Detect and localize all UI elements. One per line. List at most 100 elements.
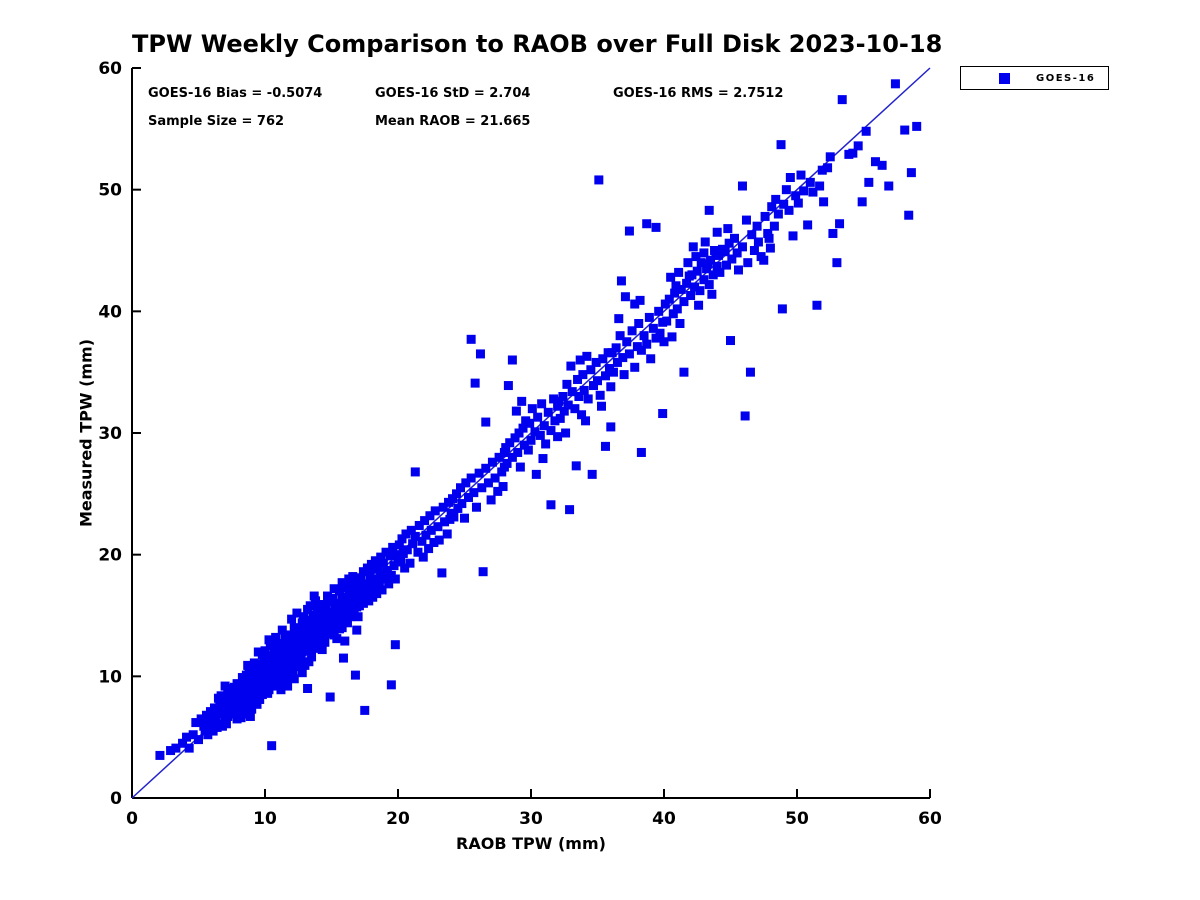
- data-point-marker: [478, 567, 488, 577]
- data-point-marker: [648, 323, 658, 333]
- data-point-marker: [696, 258, 706, 268]
- data-point-marker: [686, 291, 696, 301]
- data-point-marker: [803, 220, 813, 230]
- data-point-marker: [155, 750, 165, 760]
- data-point-marker: [530, 427, 540, 437]
- data-point-marker: [425, 511, 435, 521]
- data-point-marker: [690, 282, 700, 292]
- data-point-marker: [281, 668, 291, 678]
- data-point-marker: [620, 292, 630, 302]
- data-point-marker: [722, 260, 732, 270]
- stat-std: GOES-16 StD = 2.704: [375, 86, 531, 101]
- data-point-marker: [553, 401, 563, 411]
- data-point-marker: [400, 563, 410, 573]
- data-point-marker: [220, 681, 230, 691]
- data-point-marker: [624, 349, 634, 359]
- data-point-marker: [726, 336, 735, 346]
- data-point-marker: [397, 534, 407, 544]
- data-point-marker: [884, 181, 894, 191]
- data-point-marker: [769, 221, 779, 231]
- data-point-marker: [327, 625, 336, 635]
- data-point-marker: [619, 370, 629, 380]
- data-point-marker: [579, 385, 589, 395]
- data-point-marker: [374, 580, 384, 590]
- stat-sample-size: Sample Size = 762: [148, 114, 285, 129]
- data-point-marker: [437, 568, 447, 578]
- y-tick-label: 10: [98, 667, 122, 687]
- data-point-marker: [805, 177, 815, 187]
- data-point-marker: [694, 300, 704, 310]
- data-point-marker: [676, 284, 686, 294]
- data-point-marker: [793, 198, 803, 208]
- data-point-marker: [392, 550, 402, 560]
- data-point-marker: [672, 304, 682, 314]
- data-point-marker: [554, 396, 564, 406]
- data-point-marker: [578, 370, 588, 380]
- data-point-marker: [497, 467, 507, 477]
- data-point-marker: [334, 624, 344, 634]
- data-point-marker: [745, 367, 755, 377]
- data-point-marker: [353, 612, 363, 622]
- data-point-marker: [747, 230, 757, 240]
- data-point-marker: [229, 696, 239, 706]
- data-point-marker: [515, 462, 525, 472]
- data-point-marker: [410, 531, 420, 541]
- data-point-marker: [614, 314, 624, 324]
- data-point-marker: [289, 674, 299, 684]
- data-point-marker: [555, 413, 565, 423]
- data-point-marker: [760, 211, 770, 221]
- data-point-marker: [727, 254, 737, 264]
- data-point-marker: [263, 657, 273, 667]
- data-point-marker: [688, 242, 698, 252]
- data-point-marker: [494, 452, 504, 462]
- data-point-marker: [723, 224, 733, 234]
- data-point-marker: [394, 540, 404, 550]
- data-point-marker: [691, 252, 701, 262]
- x-tick-label: 30: [519, 809, 543, 829]
- data-point-marker: [255, 694, 265, 704]
- data-point-marker: [342, 618, 352, 628]
- data-point-marker: [287, 614, 297, 624]
- data-point-marker: [539, 421, 549, 431]
- data-point-marker: [877, 160, 887, 170]
- data-point-marker: [498, 482, 508, 492]
- data-point-marker: [303, 684, 313, 693]
- data-point-marker: [352, 625, 362, 635]
- data-point-marker: [280, 647, 290, 657]
- data-point-marker: [277, 625, 287, 635]
- x-tick-label: 50: [785, 809, 809, 829]
- x-tick-label: 20: [386, 809, 410, 829]
- data-point-marker: [349, 585, 359, 595]
- data-point-marker: [471, 502, 481, 512]
- data-point-marker: [293, 626, 303, 636]
- data-point-marker: [682, 278, 692, 288]
- data-point-marker: [575, 355, 585, 365]
- data-point-marker: [543, 407, 553, 417]
- data-point-marker: [571, 461, 581, 471]
- data-point-marker: [537, 399, 547, 409]
- data-point-marker: [481, 417, 491, 427]
- data-point-marker: [475, 349, 485, 359]
- data-point-marker: [527, 404, 537, 414]
- data-point-marker: [385, 551, 395, 561]
- data-point-marker: [267, 741, 277, 751]
- data-point-marker: [890, 79, 900, 89]
- data-point-marker: [338, 653, 348, 663]
- data-point-marker: [714, 250, 724, 260]
- data-point-marker: [566, 361, 576, 371]
- data-point-marker: [340, 613, 350, 623]
- data-point-marker: [630, 362, 640, 372]
- y-tick-label: 30: [98, 424, 122, 444]
- data-point-marker: [546, 500, 556, 510]
- data-point-marker: [533, 412, 543, 422]
- data-point-marker: [904, 210, 914, 220]
- data-point-marker: [535, 430, 545, 440]
- data-point-marker: [241, 676, 251, 686]
- data-point-marker: [252, 699, 262, 709]
- data-point-marker: [600, 441, 610, 451]
- data-point-marker: [781, 185, 791, 195]
- data-point-marker: [321, 606, 331, 616]
- data-point-marker: [408, 539, 418, 549]
- data-point-marker: [292, 608, 302, 618]
- data-point-marker: [749, 246, 759, 255]
